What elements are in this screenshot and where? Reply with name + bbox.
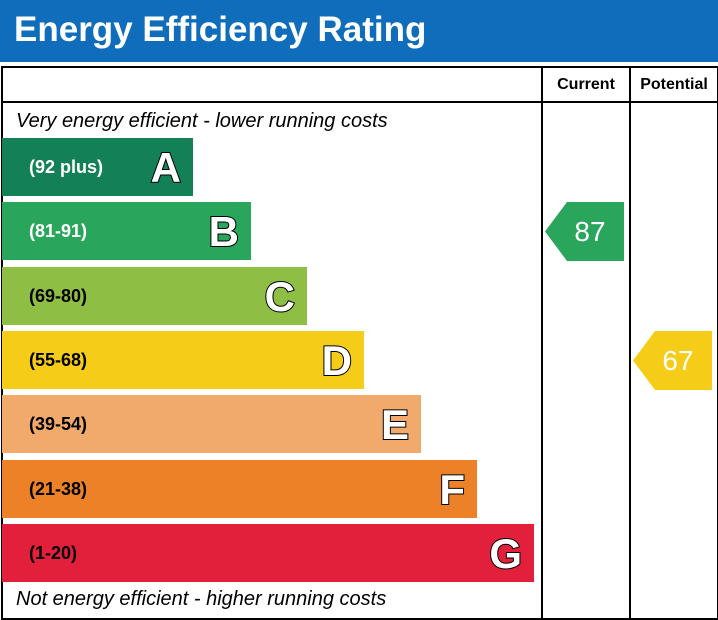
band-c: (69-80) C (2, 267, 307, 325)
band-e: (39-54) E (2, 395, 421, 453)
current-rating-value: 87 (574, 216, 605, 247)
band-range-label: (21-38) (29, 479, 88, 499)
title-bar: Energy Efficiency Rating (0, 0, 718, 62)
band-letter-g: G (488, 529, 523, 578)
band-range-label: (1-20) (29, 543, 78, 563)
band-letter-text: C (265, 273, 295, 320)
potential-column-header: Potential (640, 76, 708, 93)
band-letter-b: B (208, 207, 240, 256)
potential-rating-badge: 67 (633, 331, 712, 390)
band-range-label: (69-80) (29, 286, 88, 306)
potential-rating-value: 67 (662, 345, 693, 376)
page-title: Energy Efficiency Rating (14, 10, 427, 49)
band-letter-text: F (439, 466, 465, 513)
column-divider-current (541, 66, 543, 619)
column-divider-potential (629, 66, 631, 619)
band-letter-text: D (322, 337, 352, 384)
band-b: (81-91) B (2, 202, 251, 260)
band-range-label: (55-68) (29, 350, 88, 370)
band-range-label: (81-91) (29, 221, 88, 241)
band-letter-text: A (151, 144, 181, 191)
band-letter-e: E (380, 400, 410, 449)
band-letter-text: E (381, 401, 409, 448)
band-letter-text: G (489, 530, 522, 577)
bottom-note: Not energy efficient - higher running co… (16, 588, 387, 610)
band-letter-a: A (150, 143, 182, 192)
band-a: (92 plus) A (2, 138, 193, 196)
band-f: (21-38) F (2, 460, 477, 518)
potential-rating-arrow (633, 331, 712, 390)
top-note: Very energy efficient - lower running co… (16, 110, 388, 132)
band-range-label: (39-54) (29, 414, 88, 434)
current-rating-arrow (545, 202, 624, 261)
band-letter-d: D (321, 336, 353, 385)
band-d: (55-68) D (2, 331, 364, 389)
band-letter-c: C (264, 272, 296, 321)
band-range-label: (92 plus) (29, 157, 104, 177)
band-g: (1-20) G (2, 524, 534, 582)
band-letter-text: B (209, 208, 239, 255)
band-letter-f: F (438, 465, 466, 514)
current-column-header: Current (557, 76, 615, 93)
header-divider (1, 101, 717, 103)
current-rating-badge: 87 (545, 202, 624, 261)
